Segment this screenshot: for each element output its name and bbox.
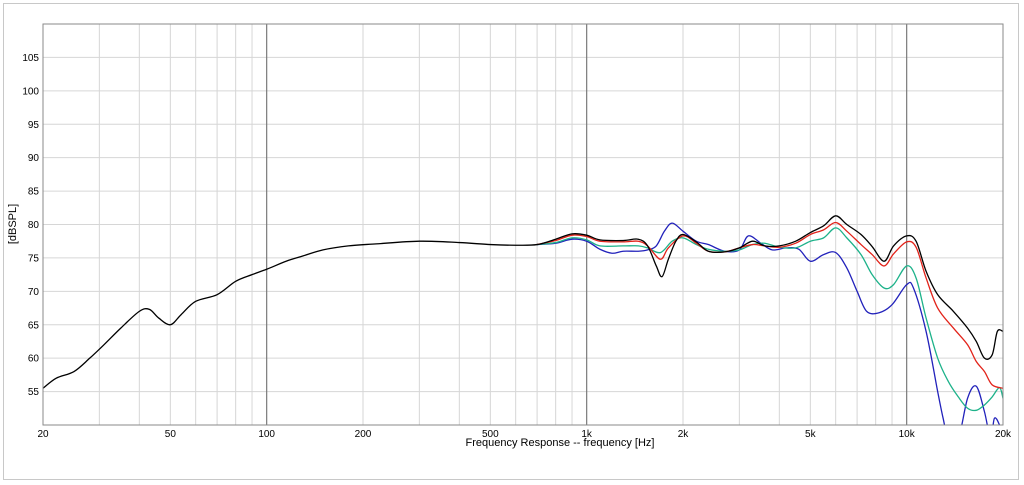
y-tick-labels: 55 60 65 70 75 80 85 90 95 100 105	[22, 53, 39, 398]
y-tick-label: 70	[28, 287, 40, 298]
x-tick-label: 50	[165, 429, 177, 440]
x-tick-label: 10k	[899, 429, 916, 440]
x-tick-label: 20	[37, 429, 49, 440]
y-tick-label: 55	[28, 387, 40, 398]
chart-frame	[3, 3, 1019, 480]
series-line-2	[536, 221, 1003, 389]
x-tick-label: 1k	[581, 429, 593, 440]
y-tick-label: 90	[28, 153, 40, 164]
y-tick-label: 80	[28, 220, 40, 231]
y-tick-label: 65	[28, 320, 40, 331]
plot-border	[42, 23, 1004, 426]
y-tick-label: 60	[28, 354, 40, 365]
series-layer	[43, 215, 1003, 425]
y-tick-label: 105	[22, 53, 39, 64]
y-tick-label: 95	[28, 120, 40, 131]
x-tick-label: 5k	[805, 429, 817, 440]
minor-grid	[43, 24, 1003, 425]
major-grid	[266, 24, 908, 425]
y-tick-label: 75	[28, 253, 40, 264]
series-line-3	[536, 227, 1003, 412]
x-axis-label: Frequency Response -- frequency [Hz]	[466, 437, 655, 449]
x-tick-label: 2k	[678, 429, 690, 440]
x-tick-label: 500	[482, 429, 499, 440]
y-tick-label: 100	[22, 86, 39, 97]
x-tick-label: 100	[258, 429, 275, 440]
series-line-1	[43, 215, 1003, 389]
y-tick-label: 85	[28, 187, 40, 198]
y-axis-label: [dBSPL]	[7, 204, 19, 244]
x-tick-labels: 20 50 100 200 500 1k 2k 5k 10k 20k	[37, 429, 1012, 440]
x-tick-label: 200	[355, 429, 372, 440]
x-tick-label: 20k	[995, 429, 1012, 440]
series-line-4	[536, 222, 1001, 425]
